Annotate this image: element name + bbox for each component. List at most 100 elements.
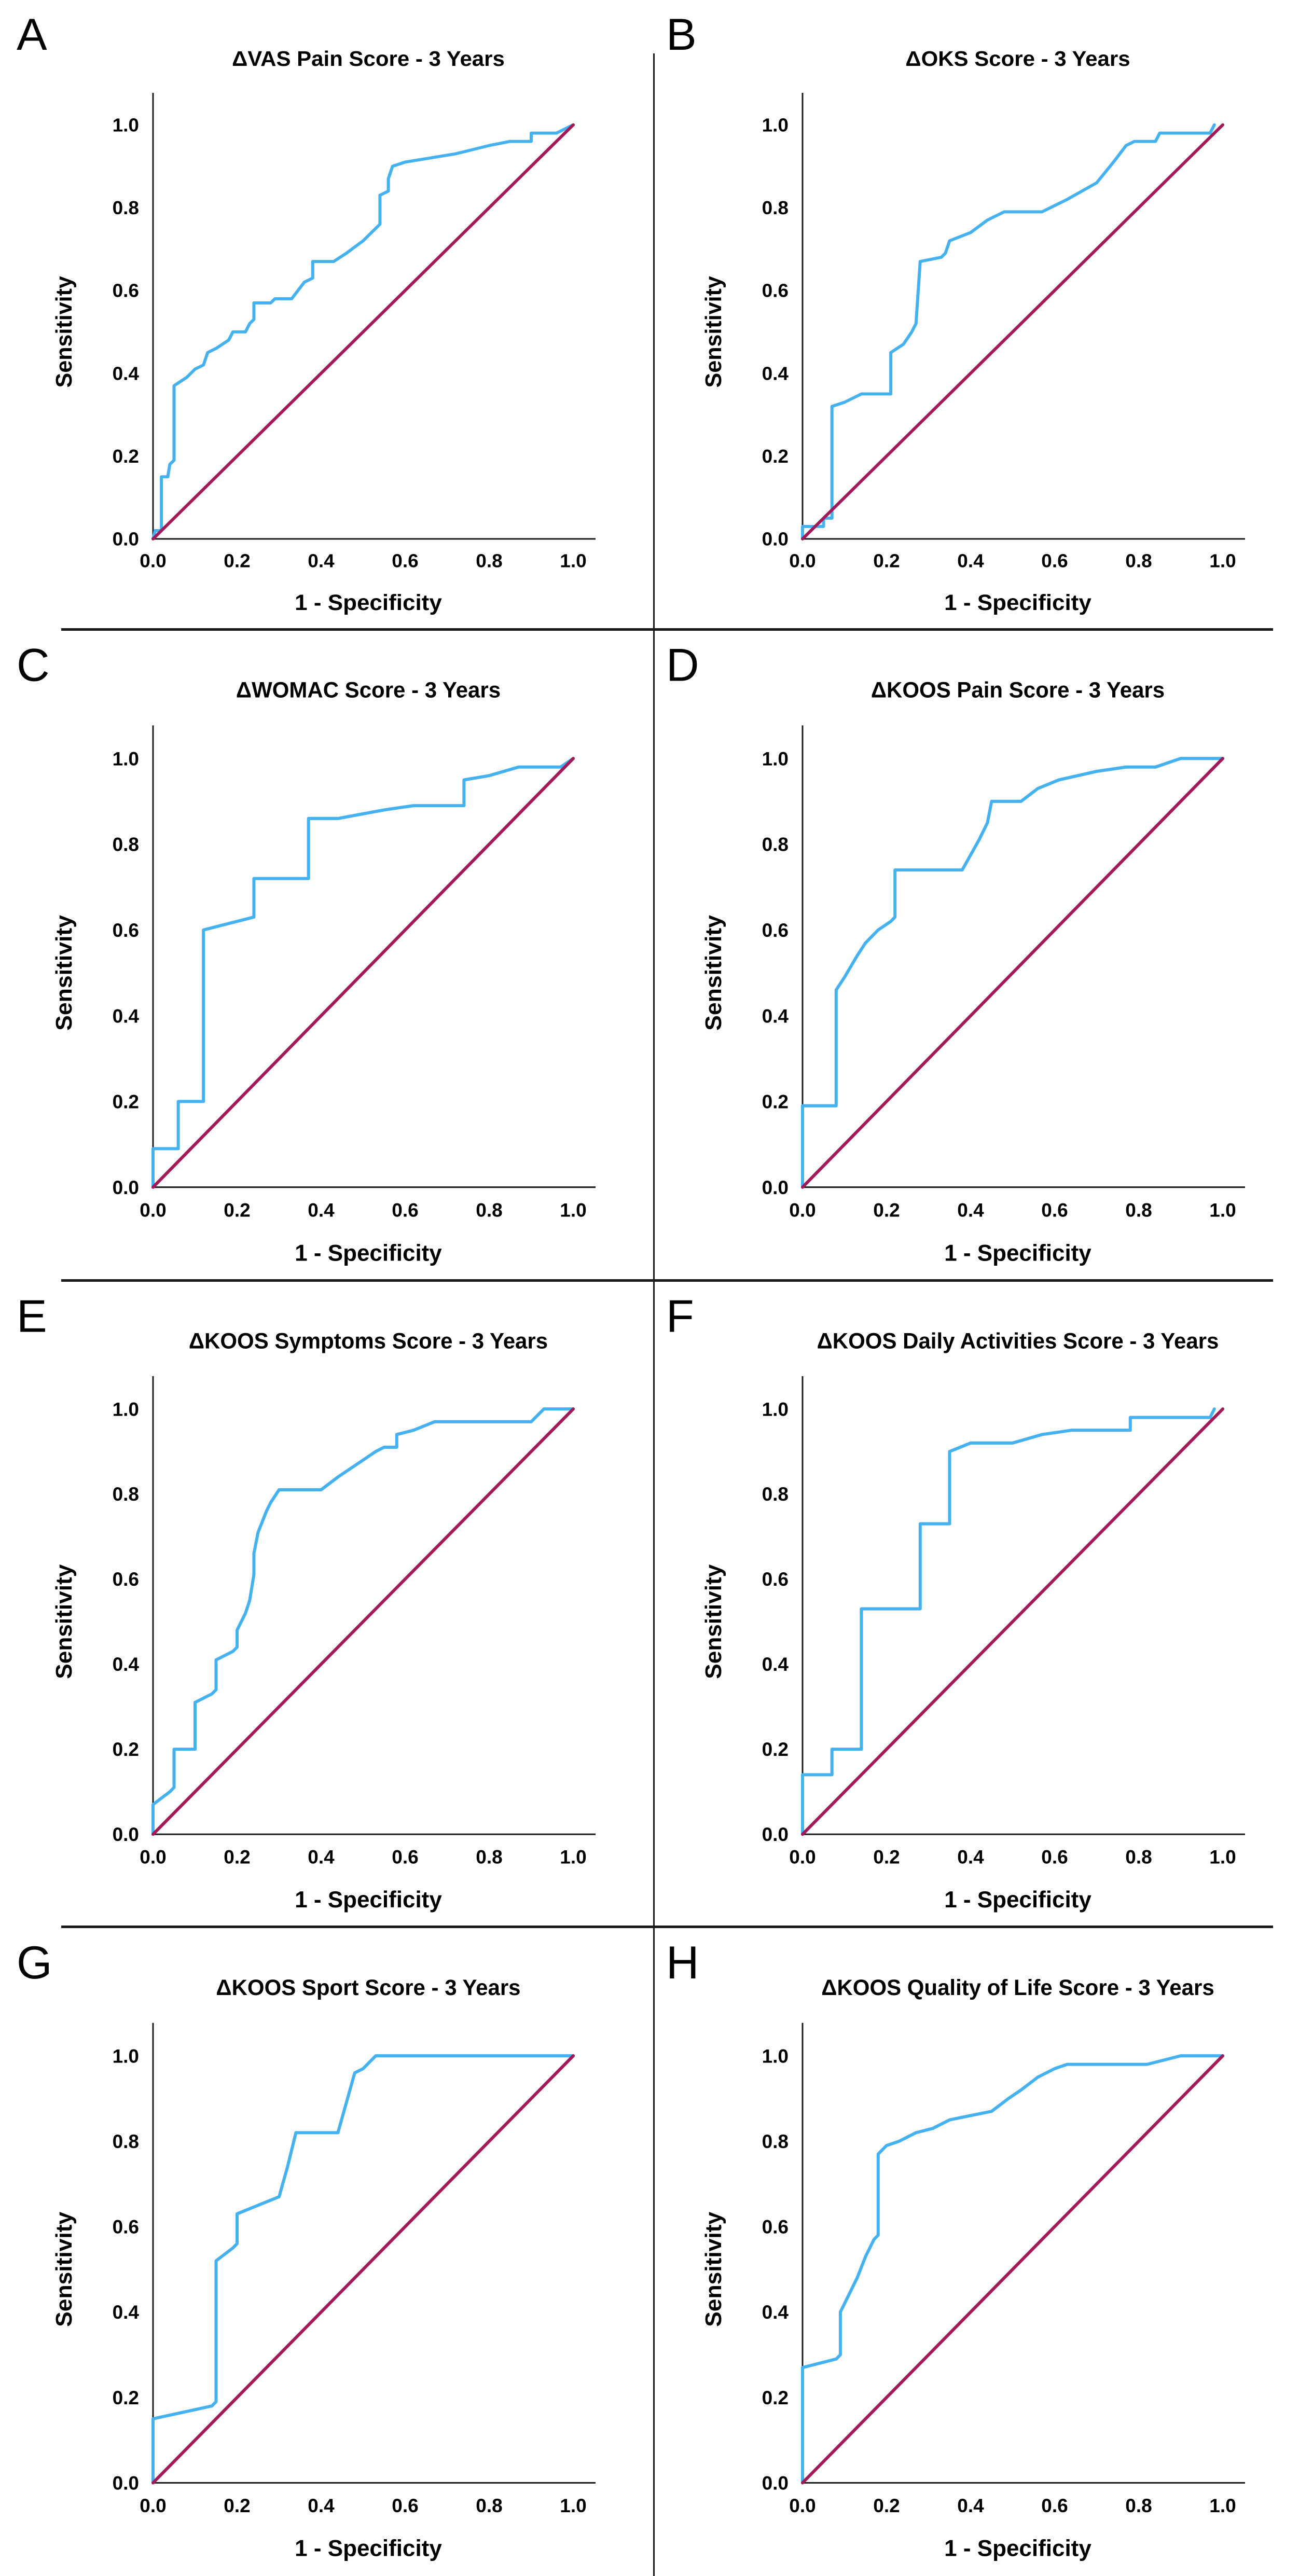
roc-panel-g: G ΔKOOS Sport Score - 3 Years 0.0 0.2 0.4 0.6… [0,1927,650,2576]
y-tick-label: 0.6 [762,1568,789,1590]
reference-diagonal [801,2054,1224,2485]
x-tick-label: 0.6 [1041,2495,1068,2516]
y-tick-label: 0.2 [113,446,139,467]
y-tick-label: 0.2 [762,1738,789,1760]
x-tick-label: 0.6 [392,2495,418,2516]
x-tick-label: 0.8 [476,1846,502,1867]
x-tick-label: 0.0 [140,550,166,572]
x-tick-label: 0.2 [873,1199,900,1221]
y-tick-label: 0.2 [762,2387,789,2408]
y-tick-label: 0.2 [762,446,789,467]
reference-diagonal [801,1407,1224,1836]
y-tick-label: 0.4 [762,363,789,384]
chart-title: ΔKOOS Quality of Life Score - 3 Years [821,1975,1214,2000]
x-tick-label: 0.0 [789,550,816,572]
x-tick-label: 0.4 [308,550,335,572]
chart-title: ΔVAS Pain Score - 3 Years [232,47,505,71]
x-axis-title: 1 - Specificity [944,1240,1091,1266]
y-axis-title: Sensitivity [701,915,726,1031]
x-tick-label: 1.0 [560,550,586,572]
x-tick-label: 0.8 [1125,550,1152,572]
panel-divider-horizontal-3 [61,1926,1273,1928]
y-tick-label: 0.2 [762,1090,789,1112]
y-tick-label: 1.0 [113,1398,139,1420]
x-tick-label: 0.8 [1125,2495,1152,2516]
reference-diagonal [151,757,575,1189]
x-tick-label: 0.6 [1041,1199,1068,1221]
roc-chart-svg: H ΔKOOS Quality of Life Score - 3 Years 0.… [666,1937,1245,2561]
roc-curve [801,757,1224,1189]
x-tick-label: 0.0 [140,1199,166,1221]
reference-diagonal [151,1407,575,1836]
y-tick-label: 0.8 [113,833,139,855]
x-tick-label: 0.4 [957,1199,984,1221]
x-tick-label: 0.6 [1041,550,1068,572]
y-tick-label: 0.0 [762,2472,789,2494]
y-axis-title: Sensitivity [701,276,727,387]
roc-panel-h: H ΔKOOS Quality of Life Score - 3 Years 0.… [650,1927,1299,2576]
y-tick-label: 0.8 [113,197,139,218]
roc-chart-svg: D ΔKOOS Pain Score - 3 Years 0.0 0.2 0.4 0.6 0… [666,639,1245,1266]
y-tick-label: 0.8 [762,833,789,855]
x-tick-label: 0.6 [1041,1846,1068,1867]
y-tick-label: 0.4 [762,2301,789,2323]
y-tick-label: 0.0 [113,529,139,550]
y-tick-label: 0.4 [113,363,140,384]
panel-letter: B [666,10,697,60]
y-tick-label: 0.6 [113,280,139,301]
roc-chart-svg: E ΔKOOS Symptoms Score - 3 Years 0.0 0.2 0.4… [17,1290,596,1913]
y-tick-label: 0.4 [762,1653,789,1675]
x-tick-label: 0.4 [308,1199,335,1221]
y-tick-label: 0.6 [113,2215,139,2237]
y-tick-label: 0.8 [762,2130,789,2152]
roc-curve [151,757,575,1189]
x-tick-label: 1.0 [1209,550,1236,572]
x-tick-label: 1.0 [1209,2495,1236,2516]
y-tick-label: 0.2 [113,1090,139,1112]
y-tick-label: 0.2 [113,2387,139,2408]
y-axis-title: Sensitivity [701,2211,726,2326]
panel-divider-vertical [653,53,655,2576]
roc-chart-svg: A ΔVAS Pain Score - 3 Years 0.0 0.2 0.4 0.6 0.… [17,10,596,615]
y-tick-label: 0.4 [762,1005,789,1027]
x-axis-title: 1 - Specificity [295,1240,442,1266]
x-axis-title: 1 - Specificity [295,2536,442,2561]
panel-letter: F [666,1290,694,1341]
x-tick-label: 0.0 [789,1846,816,1867]
y-tick-label: 0.0 [762,1176,789,1198]
y-tick-label: 1.0 [762,1398,789,1420]
reference-diagonal [801,123,1224,541]
x-tick-label: 0.2 [873,2495,900,2516]
y-axis-title: Sensitivity [52,276,77,387]
y-axis-title: Sensitivity [51,2211,77,2326]
x-tick-label: 0.2 [224,1199,250,1221]
x-tick-label: 0.6 [392,550,418,572]
y-tick-label: 0.6 [113,919,139,941]
y-tick-label: 1.0 [113,747,139,769]
x-tick-label: 0.0 [140,1846,166,1867]
x-tick-label: 0.8 [1125,1846,1152,1867]
panel-letter: A [17,10,47,60]
chart-title: ΔOKS Score - 3 Years [905,47,1130,71]
y-tick-label: 0.0 [762,529,789,550]
roc-panel-f: F ΔKOOS Daily Activities Score - 3 Years 0… [650,1281,1299,1927]
y-tick-label: 1.0 [762,2045,789,2067]
x-axis-title: 1 - Specificity [295,1887,442,1913]
panel-letter: C [17,639,50,691]
x-tick-label: 1.0 [1209,1199,1236,1221]
x-tick-label: 0.6 [392,1199,418,1221]
x-axis-title: 1 - Specificity [295,590,442,615]
panel-divider-horizontal-2 [61,1279,1273,1282]
y-tick-label: 0.8 [113,1483,139,1505]
x-tick-label: 0.4 [308,1846,335,1867]
y-axis-title: Sensitivity [51,915,77,1031]
roc-panel-d: D ΔKOOS Pain Score - 3 Years 0.0 0.2 0.4 0.6 0… [650,629,1299,1281]
roc-panel-a: A ΔVAS Pain Score - 3 Years 0.0 0.2 0.4 0.6 0.… [0,0,650,629]
x-tick-label: 1.0 [1209,1846,1236,1867]
y-tick-label: 0.2 [113,1738,139,1760]
chart-title: ΔKOOS Symptoms Score - 3 Years [189,1329,548,1353]
y-tick-label: 1.0 [762,115,789,136]
x-axis-title: 1 - Specificity [944,1887,1091,1913]
x-tick-label: 0.0 [789,2495,816,2516]
